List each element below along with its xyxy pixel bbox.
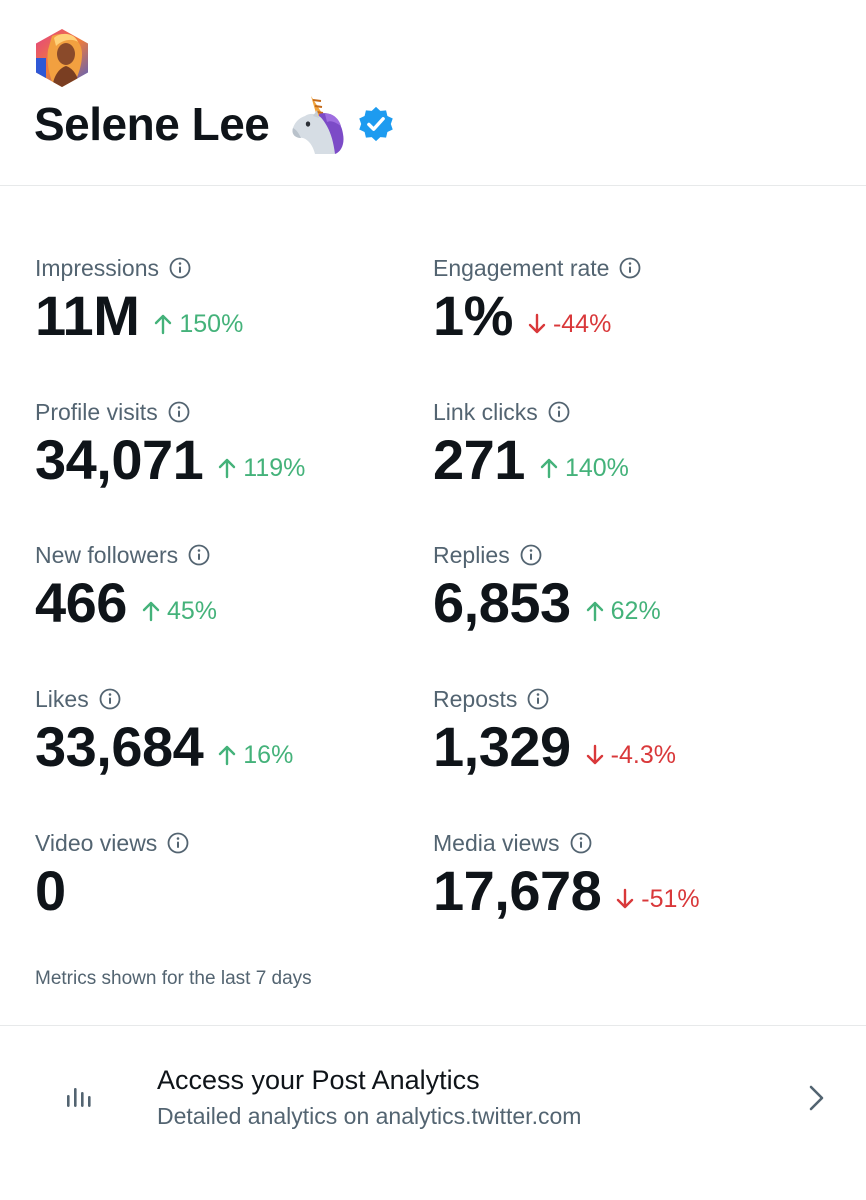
- metric-delta: 62%: [585, 597, 661, 626]
- arrow-up-icon: [586, 601, 603, 622]
- info-icon[interactable]: [527, 688, 549, 710]
- metrics-period-note: Metrics shown for the last 7 days: [35, 968, 312, 989]
- metric-delta-value: 119%: [243, 453, 306, 482]
- metric-delta-value: -44%: [552, 309, 612, 338]
- metric-delta-value: 62%: [610, 596, 661, 625]
- metric-value: 34,071: [35, 428, 204, 491]
- metric-label: Link clicks: [433, 398, 538, 425]
- metric-reposts: Reposts 1,329 -4.3%: [433, 684, 833, 794]
- name-row: Selene Lee: [34, 92, 395, 156]
- metric-delta-value: 45%: [166, 596, 217, 625]
- metric-value: 271: [433, 428, 525, 491]
- metric-label: Profile visits: [35, 398, 158, 425]
- metric-label: Likes: [35, 685, 89, 712]
- metric-delta: 150%: [153, 310, 243, 339]
- metric-label: New followers: [35, 541, 179, 568]
- arrow-up-icon: [219, 745, 236, 766]
- metric-label: Media views: [433, 829, 560, 856]
- metric-delta: -4.3%: [585, 741, 676, 770]
- metric-delta: 119%: [217, 454, 305, 483]
- arrow-down-icon: [617, 888, 634, 909]
- header-divider: [0, 185, 866, 186]
- info-icon[interactable]: [520, 544, 542, 566]
- avatar[interactable]: [32, 28, 92, 88]
- info-icon[interactable]: [167, 832, 189, 854]
- metric-link-clicks: Link clicks 271 140%: [433, 397, 833, 507]
- display-name: Selene Lee: [34, 98, 270, 150]
- metric-media-views: Media views 17,678 -51%: [433, 828, 833, 938]
- info-icon[interactable]: [168, 401, 190, 423]
- info-icon[interactable]: [619, 257, 641, 279]
- arrow-up-icon: [155, 314, 172, 335]
- metric-delta-value: -51%: [641, 884, 700, 913]
- metric-value: 6,853: [433, 571, 571, 634]
- info-icon[interactable]: [570, 832, 592, 854]
- info-icon[interactable]: [169, 257, 191, 279]
- metric-delta: -44%: [527, 310, 611, 339]
- chevron-right-icon: [809, 1085, 824, 1111]
- metric-delta: 16%: [217, 741, 293, 770]
- metric-label: Reposts: [433, 685, 518, 712]
- metric-value: 33,684: [35, 715, 204, 778]
- metric-value: 17,678: [433, 859, 602, 922]
- bar-chart-icon: [67, 1088, 91, 1107]
- metric-likes: Likes 33,684 16%: [35, 684, 435, 794]
- arrow-up-icon: [219, 458, 236, 479]
- metric-label: Video views: [35, 829, 158, 856]
- metric-replies: Replies 6,853 62%: [433, 540, 833, 650]
- arrow-up-icon: [142, 601, 160, 622]
- footer-divider: [0, 1025, 866, 1026]
- unicorn-icon: [292, 96, 344, 154]
- arrow-down-icon: [586, 744, 603, 765]
- metric-engagement-rate: Engagement rate 1% -44%: [433, 253, 833, 363]
- metric-delta-value: 140%: [564, 453, 629, 482]
- metric-delta: 140%: [539, 454, 629, 483]
- post-analytics-title: Access your Post Analytics: [157, 1065, 480, 1095]
- metric-delta: 45%: [141, 597, 217, 626]
- metric-value: 11M: [35, 284, 140, 347]
- metric-new-followers: New followers 466 45%: [35, 540, 435, 650]
- metric-label: Replies: [433, 541, 510, 568]
- info-icon[interactable]: [99, 688, 121, 710]
- metric-delta-value: -4.3%: [610, 740, 676, 769]
- metric-delta: -51%: [615, 884, 700, 914]
- info-icon[interactable]: [548, 401, 570, 423]
- profile-header: Selene Lee: [0, 0, 866, 186]
- metric-profile-visits: Profile visits 34,071 119%: [35, 397, 435, 507]
- metric-delta-value: 16%: [243, 740, 294, 769]
- metric-delta-value: 150%: [179, 309, 244, 338]
- arrow-up-icon: [540, 458, 558, 479]
- metric-value: 1%: [433, 284, 513, 347]
- post-analytics-subtitle: Detailed analytics on analytics.twitter.…: [157, 1103, 582, 1129]
- metric-value: 1,329: [433, 715, 571, 778]
- post-analytics-link[interactable]: Access your Post Analytics Detailed anal…: [0, 1030, 866, 1170]
- metric-label: Impressions: [35, 254, 159, 281]
- info-icon[interactable]: [188, 544, 210, 566]
- verified-badge-icon: [359, 106, 394, 142]
- metric-impressions: Impressions 11M 150%: [35, 253, 435, 363]
- metric-value: 0: [35, 859, 66, 922]
- metric-value: 466: [35, 571, 127, 634]
- metric-label: Engagement rate: [433, 254, 610, 281]
- metric-video-views: Video views 0: [35, 828, 435, 938]
- arrow-down-icon: [528, 313, 546, 334]
